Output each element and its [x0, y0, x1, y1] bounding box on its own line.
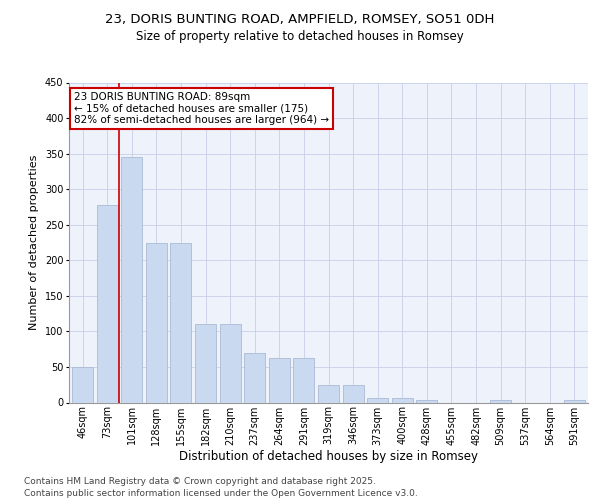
Text: Contains HM Land Registry data © Crown copyright and database right 2025.: Contains HM Land Registry data © Crown c…: [24, 477, 376, 486]
Bar: [343, 384, 364, 402]
Bar: [97, 205, 118, 402]
X-axis label: Distribution of detached houses by size in Romsey: Distribution of detached houses by size …: [179, 450, 478, 463]
Bar: [564, 400, 585, 402]
Bar: [170, 242, 191, 402]
Text: Contains public sector information licensed under the Open Government Licence v3: Contains public sector information licen…: [24, 488, 418, 498]
Bar: [490, 400, 511, 402]
Bar: [195, 324, 216, 402]
Text: Size of property relative to detached houses in Romsey: Size of property relative to detached ho…: [136, 30, 464, 43]
Bar: [318, 384, 339, 402]
Bar: [72, 367, 93, 402]
Bar: [121, 157, 142, 402]
Y-axis label: Number of detached properties: Number of detached properties: [29, 155, 39, 330]
Bar: [269, 358, 290, 403]
Bar: [392, 398, 413, 402]
Bar: [416, 400, 437, 402]
Bar: [220, 324, 241, 402]
Bar: [244, 352, 265, 403]
Text: 23, DORIS BUNTING ROAD, AMPFIELD, ROMSEY, SO51 0DH: 23, DORIS BUNTING ROAD, AMPFIELD, ROMSEY…: [106, 12, 494, 26]
Bar: [146, 242, 167, 402]
Text: 23 DORIS BUNTING ROAD: 89sqm
← 15% of detached houses are smaller (175)
82% of s: 23 DORIS BUNTING ROAD: 89sqm ← 15% of de…: [74, 92, 329, 126]
Bar: [367, 398, 388, 402]
Bar: [293, 358, 314, 403]
